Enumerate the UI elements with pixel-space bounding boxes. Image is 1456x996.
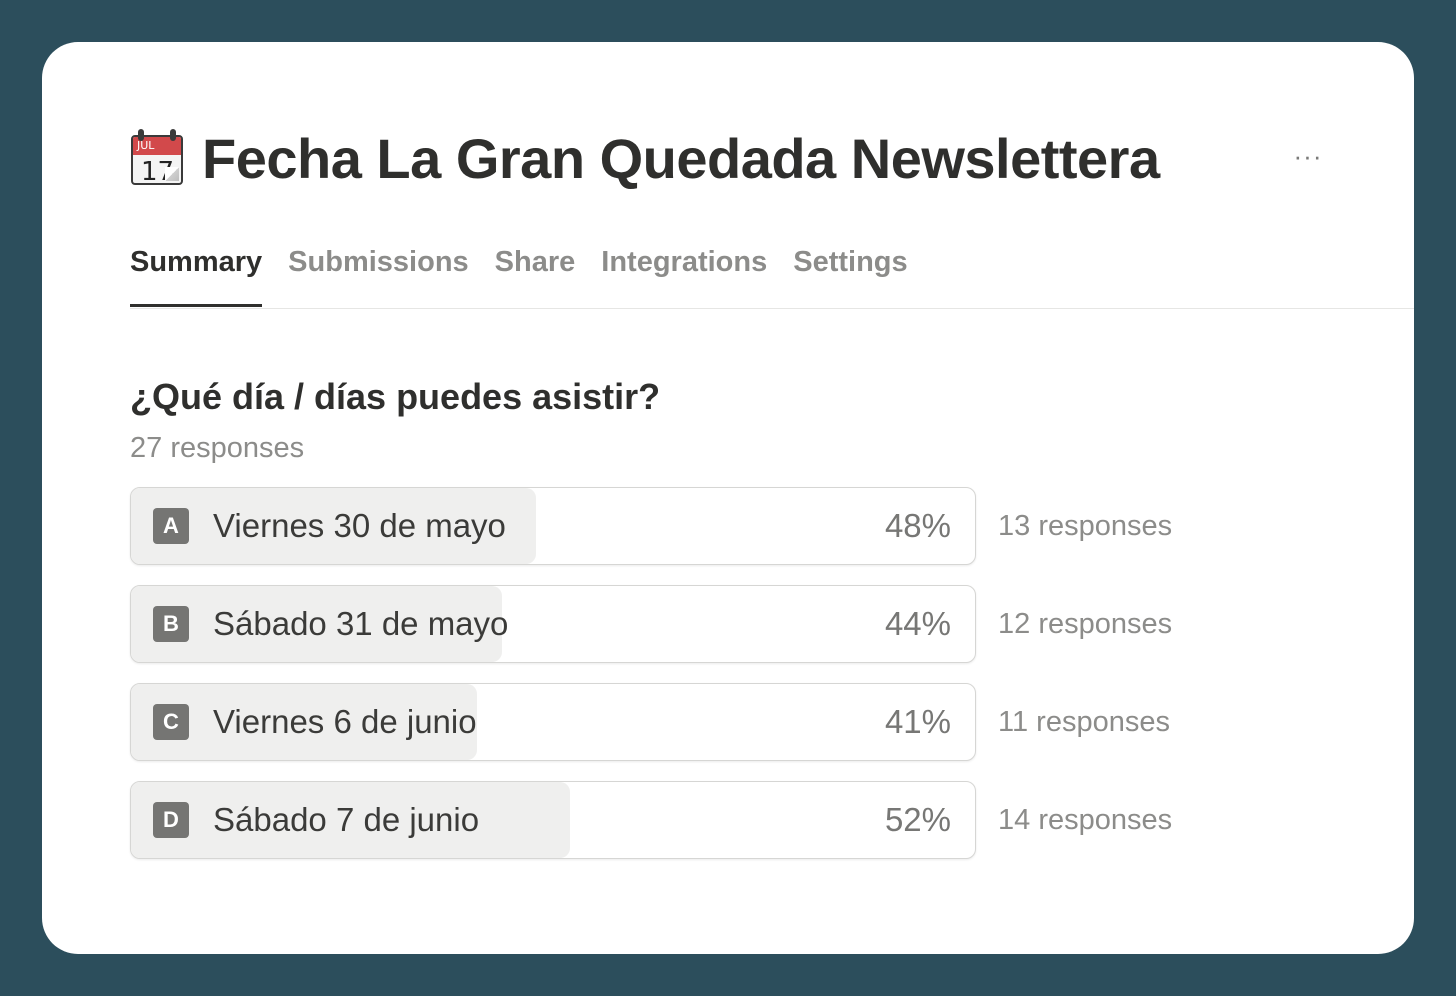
tab-summary[interactable]: Summary	[130, 242, 263, 308]
calendar-icon: JUL 17	[130, 129, 186, 187]
option-bar-d[interactable]: D Sábado 7 de junio 52%	[130, 781, 976, 859]
option-percent: 41%	[884, 703, 951, 740]
tabs-divider	[130, 308, 1414, 309]
option-row-d: D Sábado 7 de junio 52% 14 responses	[130, 780, 1172, 860]
option-bar-a[interactable]: A Viernes 30 de mayo 48%	[130, 487, 976, 565]
option-fill-a	[131, 488, 537, 564]
tab-submissions[interactable]: Submissions	[288, 246, 469, 278]
option-label: Sábado 7 de junio	[213, 801, 480, 838]
option-percent: 48%	[884, 507, 951, 544]
option-percent: 52%	[884, 801, 951, 838]
option-bar-c[interactable]: C Viernes 6 de junio 41%	[130, 683, 976, 761]
option-label: Viernes 6 de junio	[213, 703, 477, 740]
option-responses: 11 responses	[998, 705, 1170, 738]
option-letter-badge: C	[153, 704, 189, 740]
more-icon: ···	[1293, 140, 1323, 171]
page-title: Fecha La Gran Quedada Newslettera	[202, 126, 1160, 190]
option-letter-badge: B	[153, 606, 189, 642]
form-card: JUL 17 Fecha La Gran Quedada Newslettera…	[42, 42, 1414, 954]
option-percent: 44%	[884, 605, 951, 642]
option-label: Viernes 30 de mayo	[213, 507, 506, 544]
option-row-c: C Viernes 6 de junio 41% 11 responses	[130, 682, 1172, 762]
option-letter-badge: D	[153, 802, 189, 838]
option-row-b: B Sábado 31 de mayo 44% 12 responses	[130, 584, 1172, 664]
more-options-button[interactable]: ···	[1292, 140, 1324, 172]
option-responses: 13 responses	[998, 509, 1173, 542]
option-row-a: A Viernes 30 de mayo 48% 13 responses	[130, 486, 1172, 566]
question-title: ¿Qué día / días puedes asistir?	[130, 376, 661, 417]
option-label: Sábado 31 de mayo	[213, 605, 509, 642]
option-responses: 14 responses	[998, 803, 1173, 836]
title-row: JUL 17 Fecha La Gran Quedada Newslettera	[130, 126, 1160, 190]
option-fill-d	[131, 782, 570, 858]
question-response-count: 27 responses	[130, 432, 305, 464]
tab-integrations[interactable]: Integrations	[601, 246, 768, 278]
options-list: A Viernes 30 de mayo 48% 13 responses B …	[130, 486, 1172, 878]
option-bar-b[interactable]: B Sábado 31 de mayo 44%	[130, 585, 976, 663]
tab-settings[interactable]: Settings	[793, 246, 908, 278]
option-letter-badge: A	[153, 508, 189, 544]
option-responses: 12 responses	[998, 607, 1173, 640]
tab-bar: Summary Submissions Share Integrations S…	[130, 242, 934, 308]
tab-share[interactable]: Share	[494, 246, 576, 278]
calendar-icon-month: JUL	[137, 139, 155, 152]
option-fill-b	[131, 586, 503, 662]
